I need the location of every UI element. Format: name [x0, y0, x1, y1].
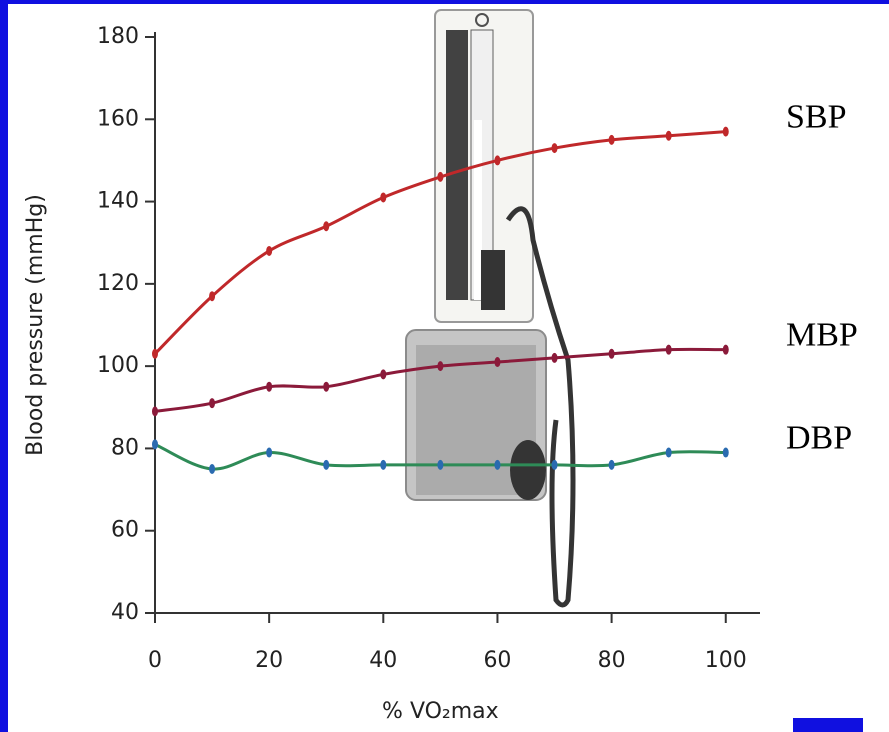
data-point: [266, 381, 273, 392]
data-point: [209, 464, 216, 474]
data-point: [437, 459, 444, 470]
data-point: [608, 134, 615, 145]
y-tick-label: 180: [97, 24, 139, 49]
y-tick-label: 80: [111, 435, 139, 460]
data-point: [551, 143, 558, 154]
data-point: [152, 348, 158, 359]
data-point: [665, 130, 672, 141]
series-label: MBP: [786, 316, 858, 353]
y-axis-title: Blood pressure (mmHg): [23, 194, 48, 456]
corner-block: [793, 718, 863, 732]
data-point: [380, 459, 387, 470]
y-tick-label: 60: [111, 518, 139, 543]
data-point: [665, 447, 672, 458]
data-point: [665, 344, 672, 355]
data-point: [380, 192, 387, 203]
x-tick-label: 40: [369, 648, 397, 673]
data-point: [494, 155, 501, 166]
data-point: [494, 459, 501, 470]
data-point: [722, 447, 729, 458]
x-tick-label: 0: [148, 648, 162, 673]
y-tick-label: 100: [97, 353, 139, 378]
x-axis-title: % VO₂max: [382, 699, 499, 724]
data-point: [608, 348, 615, 359]
data-point: [551, 459, 558, 470]
data-point: [551, 352, 558, 363]
data-point: [722, 344, 729, 355]
data-point: [437, 171, 444, 182]
data-point: [152, 439, 158, 450]
y-tick-label: 120: [97, 271, 139, 296]
y-tick-label: 40: [111, 600, 139, 625]
y-tick-label: 140: [97, 189, 139, 214]
data-point: [323, 459, 330, 470]
data-point: [380, 369, 387, 380]
data-point: [209, 291, 216, 302]
data-point: [323, 221, 330, 232]
x-tick-label: 100: [705, 648, 747, 673]
series-label: SBP: [786, 98, 847, 135]
data-point: [152, 406, 158, 417]
y-tick-label: 160: [97, 106, 139, 131]
x-tick-label: 20: [255, 648, 283, 673]
series-label: DBP: [786, 419, 852, 456]
series-line: [153, 130, 726, 355]
x-tick-label: 80: [598, 648, 626, 673]
data-point: [209, 398, 216, 409]
data-point: [722, 126, 729, 137]
data-point: [266, 447, 273, 458]
data-point: [494, 357, 501, 368]
data-point: [323, 381, 330, 392]
x-tick-label: 60: [483, 648, 511, 673]
data-point: [266, 245, 273, 256]
chart: 40 60 80 100 120 140 160 180 0 20 40 60 80 100 Blood p…: [8, 4, 889, 732]
data-point: [608, 459, 615, 470]
sphygmomanometer: [405, 9, 576, 608]
data-point: [437, 361, 444, 372]
